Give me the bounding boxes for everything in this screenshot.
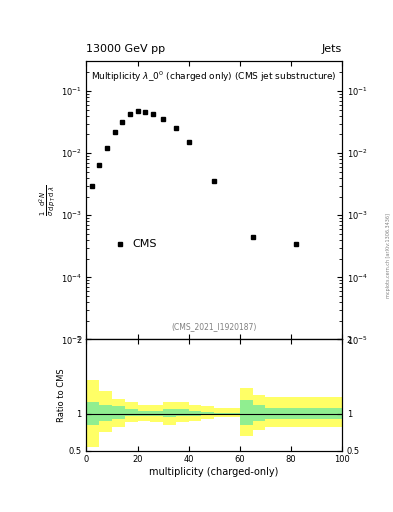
Y-axis label: Ratio to CMS: Ratio to CMS: [57, 368, 66, 422]
Text: mcplots.cern.ch [arXiv:1306.3436]: mcplots.cern.ch [arXiv:1306.3436]: [386, 214, 391, 298]
Text: (CMS_2021_I1920187): (CMS_2021_I1920187): [171, 322, 257, 331]
Y-axis label: $\frac{1}{\sigma}\frac{\mathrm{d}^2 N}{\mathrm{d}\,p_T\,\mathrm{d}\,\lambda}$: $\frac{1}{\sigma}\frac{\mathrm{d}^2 N}{\…: [37, 185, 58, 216]
Text: Multiplicity $\lambda\_0^0$ (charged only) (CMS jet substructure): Multiplicity $\lambda\_0^0$ (charged onl…: [91, 70, 337, 84]
Text: CMS: CMS: [132, 239, 157, 248]
X-axis label: multiplicity (charged-only): multiplicity (charged-only): [149, 467, 279, 477]
Text: Jets: Jets: [321, 44, 342, 54]
Text: 13000 GeV pp: 13000 GeV pp: [86, 44, 165, 54]
